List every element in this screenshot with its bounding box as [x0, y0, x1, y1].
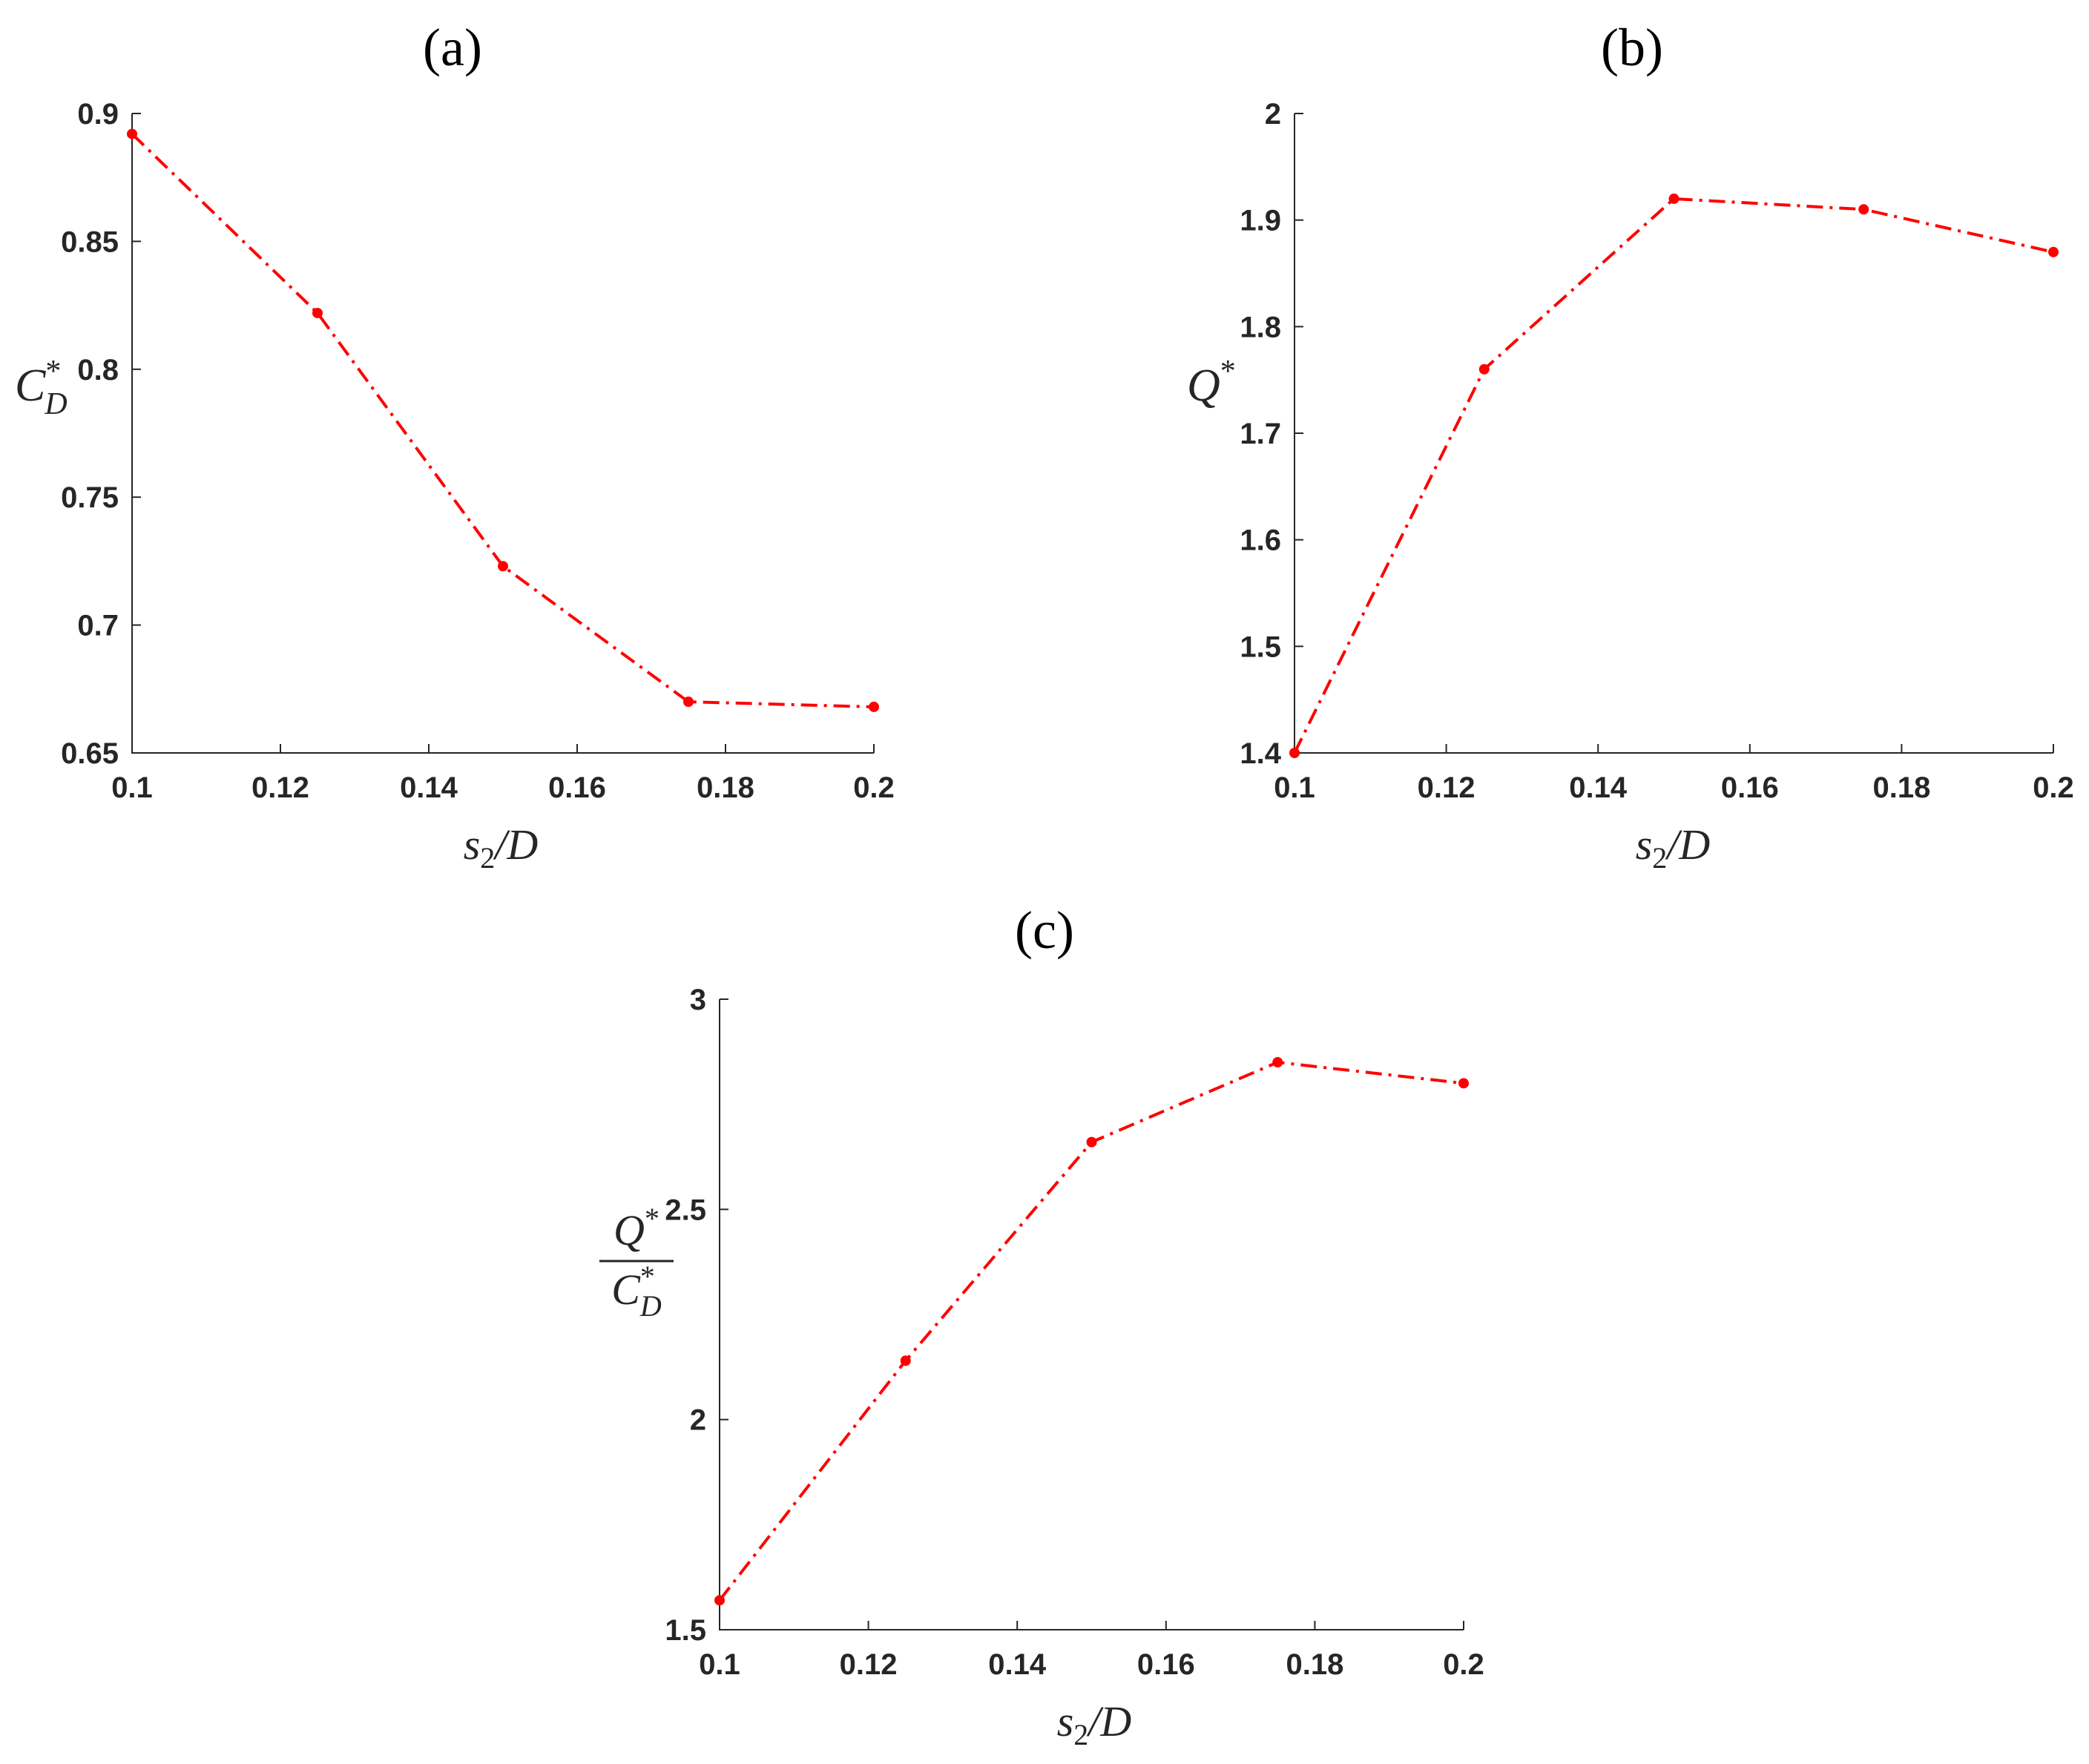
panel-label-b: (b) — [1601, 18, 1663, 77]
y-tick-label: 1.6 — [1240, 524, 1281, 557]
data-point — [127, 128, 137, 139]
data-point — [714, 1595, 725, 1606]
y-tick-label: 2 — [690, 1404, 706, 1437]
y-tick-label: 1.9 — [1240, 205, 1281, 237]
data-point — [1478, 363, 1490, 375]
x-tick-label: 0.16 — [548, 771, 606, 804]
data-point — [869, 701, 879, 712]
chart-panel-a: (a) 0.1 0.12 0.14 0.16 0.18 0.2 0.65 0.7 0.75 0.8 0… — [15, 18, 895, 875]
y-tick-label: 1.5 — [665, 1614, 706, 1647]
y-axis-label-b: Q* — [1187, 355, 1236, 411]
y-tick-label: 0.9 — [77, 98, 119, 131]
data-point — [683, 697, 694, 708]
x-tick-label: 0.2 — [2033, 771, 2074, 804]
x-tick-label: 0.18 — [1286, 1648, 1343, 1681]
x-tick-label: 0.12 — [1418, 771, 1476, 804]
x-tick-label: 0.16 — [1721, 771, 1779, 804]
chart-panel-b: (b) 0.1 0.12 0.14 0.16 0.18 0.2 1.4 1.5 1.6 1.7 1.8… — [1187, 18, 2074, 875]
x-tick-label: 0.12 — [251, 771, 309, 804]
data-point — [1858, 204, 1869, 215]
y-tick-label: 0.8 — [77, 354, 119, 386]
series-line-b — [1293, 197, 2054, 754]
x-axis-label-a: s2/D — [464, 820, 539, 875]
y-tick-label: 1.7 — [1240, 418, 1281, 450]
x-tick-label: 0.14 — [400, 771, 458, 804]
y-tick-label: 0.7 — [77, 610, 119, 642]
axes-b — [1294, 113, 2053, 754]
x-tick-label: 0.14 — [1569, 771, 1628, 804]
axes-c — [719, 999, 1464, 1630]
y-tick-label: 0.75 — [61, 481, 119, 514]
data-point — [1289, 748, 1300, 758]
x-tick-label: 0.2 — [1443, 1648, 1484, 1681]
x-tick-label: 0.12 — [840, 1648, 898, 1681]
chart-panel-c: (c) 0.1 0.12 0.14 0.16 0.18 0.2 1.5 2 2.5 3 s2/D Q* C… — [599, 901, 1484, 1751]
y-tick-label: 1.8 — [1240, 311, 1281, 343]
y-tick-label: 1.5 — [1240, 631, 1281, 663]
y-tick-label: 3 — [690, 984, 706, 1016]
x-tick-label: 0.18 — [1872, 771, 1930, 804]
series-line-a — [131, 133, 875, 708]
data-point — [900, 1355, 911, 1366]
data-point — [2048, 246, 2059, 257]
y-tick-label: 2 — [1265, 98, 1281, 131]
x-tick-label: 0.16 — [1137, 1648, 1195, 1681]
data-point — [312, 307, 323, 318]
panel-label-a: (a) — [423, 18, 482, 77]
data-point — [498, 561, 508, 572]
x-axis-label-b: s2/D — [1636, 820, 1711, 875]
axes-a — [131, 113, 874, 754]
x-tick-label: 0.1 — [1274, 771, 1315, 804]
x-axis-label-c: s2/D — [1057, 1697, 1132, 1751]
y-tick-label: 0.85 — [61, 226, 119, 258]
data-point — [1458, 1078, 1469, 1089]
panel-label-c: (c) — [1015, 901, 1074, 960]
x-tick-label: 0.1 — [111, 771, 153, 804]
y-tick-label: 2.5 — [665, 1194, 706, 1226]
x-tick-label: 0.1 — [699, 1648, 740, 1681]
y-tick-label: 0.65 — [61, 737, 119, 770]
y-tick-label: 1.4 — [1240, 737, 1281, 770]
y-axis-label-numerator: Q* — [613, 1202, 659, 1254]
x-tick-label: 0.14 — [988, 1648, 1047, 1681]
data-point — [1668, 193, 1680, 204]
data-point — [1086, 1136, 1097, 1148]
data-point — [1272, 1057, 1283, 1067]
y-axis-label-a: C* D — [15, 355, 68, 421]
x-tick-label: 0.18 — [697, 771, 754, 804]
x-tick-label: 0.2 — [853, 771, 895, 804]
y-axis-label-denominator: C* D — [611, 1260, 662, 1323]
